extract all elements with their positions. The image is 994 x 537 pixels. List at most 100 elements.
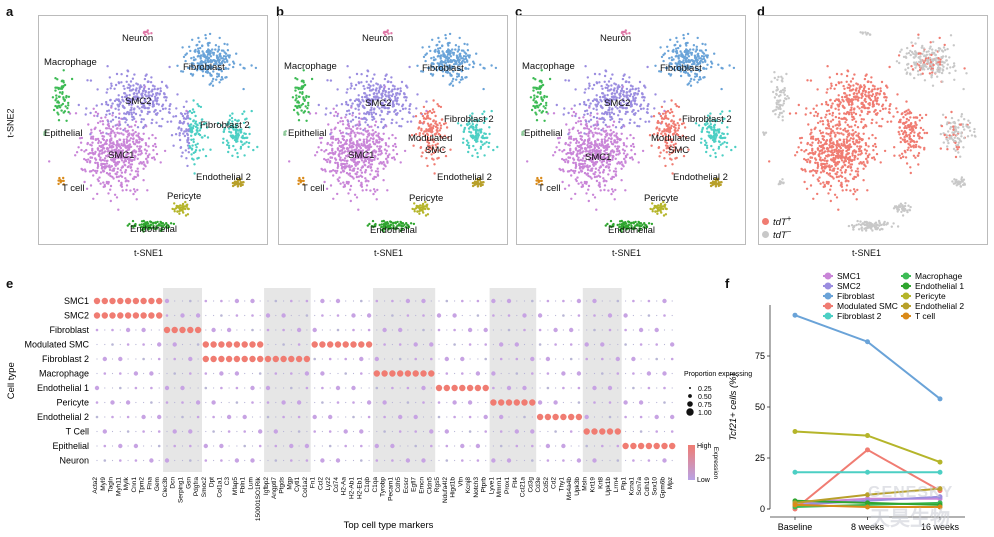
tsne-cell-dot <box>853 124 857 127</box>
tsne-cell-dot <box>578 167 582 170</box>
tsne-cell-dot <box>856 157 859 160</box>
tsne-cell-dot <box>612 130 615 134</box>
tsne-cell-dot <box>101 120 104 123</box>
tsne-cell-dot <box>626 102 629 105</box>
tsne-cell-dot <box>709 120 712 123</box>
tsne-cell-dot <box>609 118 612 122</box>
tsne-cell-dot <box>614 126 618 129</box>
tsne-cell-dot <box>570 107 573 111</box>
tsne-cell-dot <box>719 134 722 138</box>
tsne-cell-dot <box>690 70 693 73</box>
tsne-cell-dot <box>106 88 109 91</box>
tsne-cell-dot <box>228 114 232 117</box>
tsne-cell-dot <box>496 145 499 149</box>
tsne-cell-dot <box>585 120 588 123</box>
tsne-cell-dot <box>387 106 390 110</box>
tsne-cell-dot <box>319 141 323 144</box>
tsne-cell-dot <box>580 166 583 169</box>
tsne-cell-dot <box>130 89 133 92</box>
tsne-cell-dot <box>816 121 820 125</box>
tsne-cell-dot <box>376 134 380 137</box>
tsne-cell-dot <box>342 138 346 142</box>
tsne-cell-dot <box>807 123 810 126</box>
tsne-cell-dot <box>605 134 609 137</box>
tsne-cell-dot <box>433 163 436 166</box>
tsne-cell-dot <box>370 111 373 114</box>
tsne-cell-dot <box>224 67 227 70</box>
tsne-cell-dot <box>85 148 88 152</box>
tsne-cell-dot <box>217 73 221 76</box>
tsne-cell-dot <box>336 114 339 118</box>
tsne-cell-dot <box>173 202 176 205</box>
tsne-cell-dot <box>693 60 696 63</box>
tsne-cell-dot <box>300 80 303 83</box>
tsne-cell-dot <box>192 58 196 62</box>
tsne-cell-dot <box>348 168 352 172</box>
tsne-cell-dot <box>471 123 474 126</box>
tsne-cell-dot <box>471 120 474 123</box>
tsne-cell-dot <box>187 66 190 70</box>
tsne-cell-dot <box>372 132 375 135</box>
tsne-cell-dot <box>837 144 840 147</box>
tsne-cell-dot <box>408 108 411 111</box>
tsne-cell-dot <box>235 123 239 127</box>
tsne-cell-dot <box>187 141 191 145</box>
tsne-cell-dot <box>363 106 366 110</box>
tsne-cell-dot <box>357 116 361 120</box>
tsne-cell-dot <box>327 158 330 161</box>
tsne-cell-dot <box>545 101 548 105</box>
tsne-cell-dot <box>612 120 616 123</box>
tsne-cell-dot <box>581 185 585 188</box>
tsne-cell-dot <box>439 56 442 59</box>
tsne-cell-dot <box>135 87 138 90</box>
tsne-cell-dot <box>668 131 671 134</box>
tsne-cell-dot <box>140 225 143 229</box>
tsne-cell-dot <box>356 167 360 170</box>
tsne-cell-dot <box>602 177 605 180</box>
tsne-cell-dot <box>183 207 187 211</box>
tsne-cell-dot <box>595 116 599 120</box>
tsne-cell-dot <box>128 159 131 162</box>
tsne-cell-dot <box>201 50 204 53</box>
tsne-cell-dot <box>231 126 234 129</box>
tsne-cell-dot <box>329 79 333 82</box>
tsne-cell-dot <box>475 133 479 137</box>
tsne-cell-dot <box>445 64 448 67</box>
tsne-cell-dot <box>150 32 153 35</box>
tsne-cell-dot <box>713 123 717 127</box>
tsne-cell-dot <box>325 148 328 152</box>
tsne-cell-dot <box>358 132 361 135</box>
tsne-cell-dot <box>128 93 131 97</box>
tsne-cell-dot <box>352 167 355 171</box>
tsne-cell-dot <box>164 107 167 110</box>
tsne-cell-dot <box>125 184 129 187</box>
tsne-cell-dot <box>714 137 717 140</box>
tsne-cell-dot <box>369 84 372 88</box>
tsne-cell-dot <box>303 98 306 102</box>
tsne-cell-dot <box>605 144 609 147</box>
tsne-cell-dot <box>294 99 297 102</box>
tsne-cell-dot <box>145 73 148 76</box>
tsne-cell-dot <box>610 92 613 96</box>
tsne-cell-dot <box>307 95 311 99</box>
tsne-cell-dot <box>706 118 709 122</box>
tsne-cell-dot <box>672 114 675 118</box>
tsne-cell-dot <box>866 155 870 159</box>
tsne-cell-dot <box>585 173 588 176</box>
tsne-cell-dot <box>434 143 437 147</box>
tsne-cell-dot <box>340 163 343 166</box>
tsne-cell-dot <box>620 223 623 226</box>
tsne-cell-dot <box>175 204 178 208</box>
tsne-cell-dot <box>578 163 581 166</box>
tsne-cell-dot <box>637 109 640 113</box>
tsne-cell-dot <box>701 61 704 64</box>
tsne-cell-dot <box>142 223 145 226</box>
tsne-cell-dot <box>365 94 368 97</box>
tsne-cell-dot <box>689 66 693 69</box>
tsne-cell-dot <box>96 121 100 125</box>
tsne-cell-dot <box>829 174 832 178</box>
tsne-cell-dot <box>178 212 181 215</box>
tsne-cell-dot <box>664 115 667 118</box>
tsne-cell-dot <box>479 140 483 143</box>
tsne-cell-dot <box>108 112 111 116</box>
